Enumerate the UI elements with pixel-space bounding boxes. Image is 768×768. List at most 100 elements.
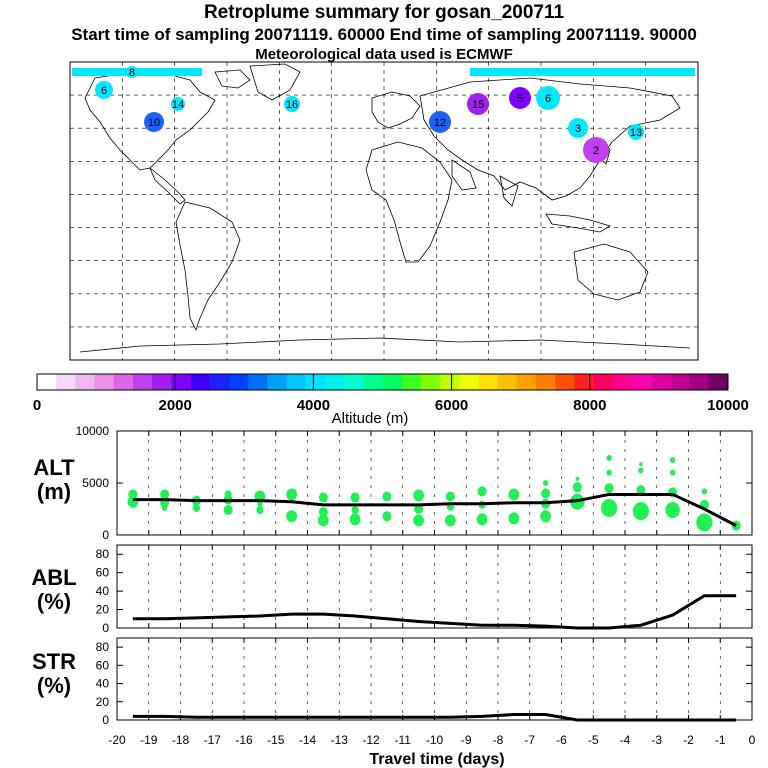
plume-marker-label: 6 [101, 85, 107, 97]
colorbar-cell [37, 374, 57, 390]
particle-cluster-point [382, 491, 392, 502]
y-tick-label: 10000 [76, 424, 110, 438]
x-tick-label: -15 [267, 733, 285, 747]
colorbar-cell [248, 374, 268, 390]
y-tick-label: 60 [96, 566, 110, 580]
x-tick-label: -20 [108, 733, 126, 747]
alt-line [132, 492, 737, 527]
particle-cluster-point [632, 502, 649, 521]
sampling-times: Start time of sampling 20071119. 60000 E… [71, 25, 697, 44]
x-tick-label: -11 [395, 733, 412, 747]
str-label-name: STR [32, 649, 76, 674]
plume-marker-label: 13 [630, 127, 642, 139]
plume-marker [429, 111, 451, 133]
colorbar-cell [440, 374, 460, 390]
alt-label-name: ALT [33, 455, 75, 480]
abl-label-unit: (%) [36, 589, 72, 614]
particle-cluster-point [413, 514, 425, 527]
str-panel: 0 20 40 60 80 [96, 637, 753, 727]
colorbar-label: Altitude (m) [332, 410, 409, 427]
colorbar-cells [37, 374, 729, 390]
y-tick-label: 0 [102, 621, 109, 635]
particle-cluster-point [382, 511, 392, 522]
particle-cluster-point [413, 489, 425, 502]
colorbar-cell [209, 374, 230, 390]
x-tick-label: -5 [588, 733, 599, 747]
plume-marker-label: 5 [517, 93, 523, 105]
particle-cluster-point [665, 502, 680, 519]
particle-cluster-point [257, 500, 263, 507]
particle-cluster-point [318, 507, 328, 518]
particle-cluster-point [638, 467, 644, 474]
meteorological-data-note: Meteorological data used is ECMWF [255, 46, 513, 63]
plume-marker [284, 96, 300, 112]
colorbar-cell [516, 374, 537, 390]
plume-marker [144, 112, 164, 132]
colorbar-tick-label: 6000 [435, 397, 468, 414]
x-tick-label: -3 [651, 733, 662, 747]
x-tick-label: -7 [524, 733, 535, 747]
colorbar-cell [190, 374, 211, 390]
particle-cluster-point [606, 469, 612, 476]
colorbar-cell [670, 374, 691, 390]
plume-marker [509, 87, 531, 109]
colorbar-cell [478, 374, 499, 390]
particle-cluster-point [701, 488, 708, 495]
particle-cluster-point [192, 503, 200, 512]
world-map: 6 8 10 14 15 5 6 32 16 12 13 [69, 61, 699, 361]
x-tick-label: -18 [172, 733, 190, 747]
plume-marker [467, 93, 489, 115]
colorbar-cell [382, 374, 403, 390]
x-tick-label: -4 [620, 733, 631, 747]
particle-cluster-point [318, 492, 328, 503]
alt-panel: 0 5000 10000 [76, 424, 753, 542]
particle-cluster-point [606, 455, 612, 462]
particle-cluster-point [572, 482, 582, 493]
colorbar-tick-label: 2000 [159, 397, 192, 414]
colorbar-frame [36, 373, 729, 391]
colorbar-cell [632, 374, 652, 390]
str-label-unit: (%) [36, 673, 72, 698]
particle-cluster-point [477, 486, 487, 497]
panel-frame [116, 544, 753, 629]
plume-marker-label: 14 [172, 99, 184, 111]
x-axis: -20 -19 -18 -17 -16 -15 -14 -13 -12 -11 -10 -9 -8 -7-… [108, 733, 755, 747]
colorbar-cell [651, 374, 671, 390]
particle-cluster-point [601, 498, 618, 517]
colorbar-cell [420, 374, 441, 390]
y-tick-label: 20 [96, 603, 110, 617]
x-tick-label: -13 [331, 733, 349, 747]
colorbar-cell [305, 374, 326, 390]
plume-marker-label: 2 [593, 145, 599, 157]
colorbar-cell [324, 374, 345, 390]
colorbar-cell [708, 374, 729, 390]
plume-marker-label: 3 [575, 123, 581, 135]
x-tick-label: -1 [715, 733, 726, 747]
particle-cluster-point [160, 489, 170, 500]
particle-cluster-point [636, 485, 646, 496]
plume-marker-label: 10 [148, 117, 160, 129]
plume-marker-label: 12 [434, 117, 446, 129]
particle-cluster-point [541, 488, 551, 499]
colorbar-cell [152, 374, 172, 390]
colorbar-cell [344, 374, 364, 390]
altitude-colorbar: 0 2000 4000 6000 8000 10000 Altitude (m) [33, 373, 749, 427]
x-tick-label: -12 [362, 733, 380, 747]
colorbar-cell [401, 374, 422, 390]
particle-cluster-point [639, 462, 643, 467]
alt-axis-label: ALT (m) [12, 456, 96, 504]
abl-panel: 0 20 40 60 80 [96, 544, 753, 635]
plume-marker-label: 6 [545, 93, 551, 105]
particle-cluster-point [575, 476, 580, 481]
particle-cluster-point [508, 512, 520, 525]
colorbar-cell [267, 374, 288, 390]
colorbar-cell [286, 374, 307, 390]
plume-band [470, 68, 695, 76]
plume-marker-label: 15 [472, 99, 484, 111]
y-tick-label: 40 [96, 584, 110, 598]
x-tick-label: -2 [683, 733, 694, 747]
panel-frame [116, 430, 753, 536]
colorbar-cell [132, 374, 153, 390]
plume-marker-label: 16 [286, 99, 298, 111]
plume-markers: 6 8 10 14 15 5 6 32 16 12 13 [72, 66, 695, 163]
